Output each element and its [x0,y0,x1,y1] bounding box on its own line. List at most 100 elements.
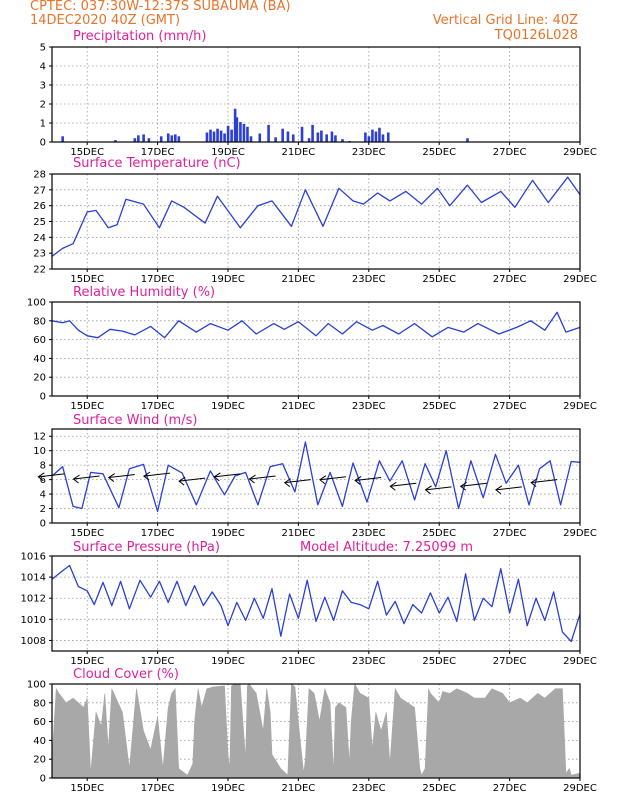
wind-arrow [284,479,311,484]
temp-ytick-label: 22 [33,265,46,276]
precipitation-bar [177,136,181,142]
precipitation-bar [249,136,253,142]
precip-xtick-label: 27DEC [493,147,527,158]
wind-arrowhead [459,481,467,491]
precipitation-bar [114,140,117,142]
precipitation-bar [137,135,140,142]
precipitation-bar [311,124,314,142]
precipitation-bar [258,133,262,142]
pressure-series-line [51,564,581,643]
precip-xtick-label: 25DEC [422,147,456,158]
rh-ytick-label: 80 [33,316,46,327]
pressure-xtick-label: 29DEC [563,656,597,667]
precipitation-bar [209,129,212,142]
wind-arrow [108,474,135,479]
temp-ytick-label: 24 [33,233,46,244]
cloud-xtick-label: 19DEC [211,783,245,794]
temperature-panel: Surface Temperature (nC) 22 23 24 25 26 27 28 1… [33,156,597,285]
pressure-xtick-label: 17DEC [141,656,175,667]
precipitation-bar [170,135,174,142]
cloud-cover-area [51,683,581,779]
cloud-xtick-label: 29DEC [563,783,597,794]
precip-xtick-label: 21DEC [282,147,316,158]
precipitation-bar [267,124,270,142]
precipitation-bar [274,137,277,142]
precip-ytick-label: 0 [40,138,46,149]
precipitation-bar [216,128,219,142]
wind-xtick-label: 29DEC [563,528,597,539]
precip-xtick-label: 17DEC [141,147,175,158]
rh-xtick-label: 29DEC [563,401,597,412]
precipitation-bar [320,130,323,142]
humidity-panel: Relative Humidity (%) 0 20 40 60 80 100 15DEC 1… [27,285,597,412]
precipitation-bar [239,122,242,142]
wind-ytick-label: 0 [40,519,46,530]
precipitation-bar [367,136,371,142]
rh-ytick-label: 100 [27,298,46,309]
precip-ytick-label: 4 [40,62,46,73]
precipitation-bar [307,138,311,142]
precipitation-bar [341,139,344,142]
temp-xtick-label: 21DEC [282,274,316,285]
rh-xtick-label: 25DEC [422,401,456,412]
precip-xtick-label: 15DEC [70,147,104,158]
temp-ytick-label: 27 [33,185,46,196]
precipitation-bar [374,131,378,142]
header-station: CPTEC: 037:30W-12:37S SUBAUMA (BA) [30,0,291,14]
wind-arrowhead [389,481,397,491]
temp-ytick-label: 25 [33,217,46,228]
pressure-xtick-label: 27DEC [493,656,527,667]
cloud-ytick-label: 40 [33,736,46,747]
precipitation-bar [286,131,290,142]
precipitation-bar [133,138,137,142]
cloud-xtick-label: 21DEC [282,783,316,794]
wind-xtick-label: 27DEC [493,528,527,539]
temp-series-line [51,176,581,257]
wind-title: Surface Wind (m/s) [73,413,197,428]
temp-xtick-label: 15DEC [70,274,104,285]
precipitation-bar [334,135,337,142]
wind-arrow [214,473,241,478]
precip-ytick-label: 5 [40,43,46,54]
precipitation-bar [364,132,367,142]
rh-xtick-label: 23DEC [352,401,386,412]
precipitation-panel: Precipitation (mm/h) 0 1 2 3 4 5 15DEC 17DEC 19D… [40,29,597,158]
temp-frame [51,173,581,270]
wind-ytick-label: 12 [33,432,46,443]
wind-arrowhead [143,471,151,481]
header-run-time: 14DEC2020 40Z (GMT) [30,13,180,28]
wind-ytick-label: 4 [40,490,46,501]
wind-xtick-label: 17DEC [141,528,175,539]
precipitation-bar [230,129,233,142]
temp-xtick-label: 23DEC [352,274,386,285]
precipitation-bar [205,132,209,142]
precip-xtick-label: 29DEC [563,147,597,158]
header-grid-note: Vertical Grid Line: 40Z [433,13,578,28]
rh-ytick-label: 60 [33,335,46,346]
rh-xtick-label: 17DEC [141,401,175,412]
pressure-ytick-label: 1008 [21,636,46,647]
temp-xtick-label: 25DEC [422,274,456,285]
header-model-id: TQ0126L028 [494,28,578,43]
precip-ytick-label: 2 [40,100,46,111]
cloud-frame [51,683,581,779]
precipitation-bar [316,132,320,142]
cloud-ytick-label: 60 [33,717,46,728]
pressure-xtick-label: 19DEC [211,656,245,667]
precipitation-bar [281,128,284,142]
precipitation-bar [212,131,216,142]
rh-xtick-label: 15DEC [70,401,104,412]
precipitation-bar [235,117,239,142]
precipitation-bar [61,136,64,142]
precipitation-bar [378,127,381,142]
wind-frame [51,428,581,524]
precipitation-bar [223,133,226,142]
precipitation-bar [246,126,249,142]
precipitation-bar [219,130,223,142]
pressure-xtick-label: 23DEC [352,656,386,667]
rh-xtick-label: 21DEC [282,401,316,412]
wind-series-line [51,441,581,513]
precip-ytick-label: 3 [40,81,46,92]
